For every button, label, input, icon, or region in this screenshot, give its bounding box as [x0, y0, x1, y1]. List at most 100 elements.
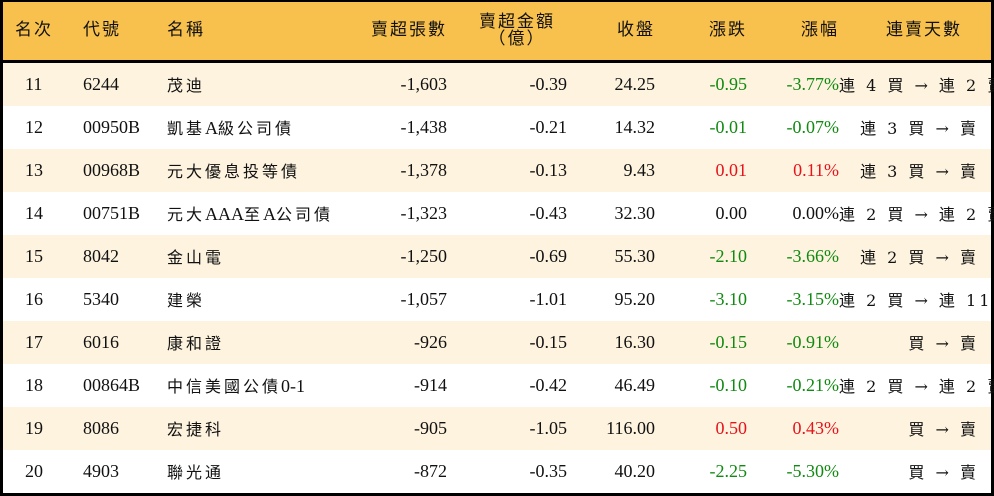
cell-close: 46.49 [614, 374, 656, 395]
cell-net-sell-lots: -1,438 [400, 116, 448, 137]
cell-net-sell-amount: -0.15 [529, 331, 568, 352]
cell-close: 24.25 [614, 73, 656, 94]
header-row: 名次 代號 名稱 賣超張數 賣超金額 （億） 收盤 漲跌 漲幅 連賣天數 [3, 2, 991, 61]
cell-rank: 16 [25, 288, 43, 309]
table-row: 16 5340 建榮 -1,057 -1.01 95.20 -3.10 -3.1… [3, 277, 994, 321]
header-close: 收盤 [617, 20, 655, 41]
cell-change-pct: -0.21% [786, 374, 840, 395]
cell-change: 0.01 [715, 159, 748, 180]
net-sell-ranking-table: 名次 代號 名稱 賣超張數 賣超金額 （億） 收盤 漲跌 漲幅 連賣天數 11 … [3, 2, 994, 493]
table-row: 18 00864B 中信美國公債0-1 -914 -0.42 46.49 -0.… [3, 363, 994, 407]
cell-change: -2.10 [709, 245, 748, 266]
cell-rank: 14 [25, 202, 43, 223]
cell-net-sell-amount: -0.21 [529, 116, 568, 137]
cell-net-sell-amount: -0.13 [529, 159, 568, 180]
cell-code: 00864B [83, 374, 141, 395]
table-body: 11 6244 茂迪 -1,603 -0.39 24.25 -0.95 -3.7… [3, 61, 994, 493]
table-row: 20 4903 聯光通 -872 -0.35 40.20 -2.25 -5.30… [3, 449, 991, 493]
cell-code: 00950B [83, 116, 141, 137]
cell-name: 聯光通 [167, 463, 225, 482]
header-net-sell-amount-line1: 賣超金額 [479, 11, 555, 32]
cell-net-sell-amount: -0.42 [529, 374, 568, 395]
cell-change: -2.25 [709, 460, 748, 481]
cell-code: 4903 [83, 460, 119, 481]
header-name: 名稱 [167, 20, 205, 41]
header-change: 漲跌 [709, 20, 747, 41]
cell-change: 0.50 [715, 417, 748, 438]
header-rank: 名次 [15, 20, 53, 41]
cell-name: 中信美國公債0-1 [167, 376, 306, 396]
cell-net-sell-lots: -1,323 [400, 202, 448, 223]
cell-change-pct: -3.15% [786, 288, 840, 309]
cell-change: -3.10 [709, 288, 748, 309]
cell-close: 14.32 [614, 116, 656, 137]
cell-net-sell-amount: -0.43 [529, 202, 568, 223]
table-row: 15 8042 金山電 -1,250 -0.69 55.30 -2.10 -3.… [3, 234, 991, 278]
cell-code: 6244 [83, 73, 119, 94]
cell-change-pct: 0.00% [792, 202, 840, 223]
cell-change-pct: -3.66% [786, 245, 840, 266]
cell-streak: 連 2 買 → 賣 [860, 248, 979, 267]
cell-name: 元大AAA至A公司債 [167, 204, 334, 224]
cell-rank: 20 [25, 460, 43, 481]
cell-change-pct: 0.11% [793, 159, 839, 180]
cell-streak: 買 → 賣 [908, 334, 979, 353]
cell-change: -0.01 [709, 116, 748, 137]
cell-name: 凱基A級公司債 [167, 118, 295, 138]
cell-name: 茂迪 [167, 76, 206, 95]
cell-net-sell-amount: -1.01 [529, 288, 568, 309]
cell-change: -0.15 [709, 331, 748, 352]
cell-net-sell-amount: -0.35 [529, 460, 568, 481]
cell-rank: 15 [25, 245, 43, 266]
table-row: 13 00968B 元大優息投等債 -1,378 -0.13 9.43 0.01… [3, 148, 991, 192]
cell-rank: 11 [25, 73, 43, 94]
cell-rank: 17 [25, 331, 43, 352]
table-row: 11 6244 茂迪 -1,603 -0.39 24.25 -0.95 -3.7… [3, 61, 994, 106]
cell-change: 0.00 [715, 202, 748, 223]
header-net-sell-amount: 賣超金額 （億） [447, 2, 567, 61]
cell-name: 金山電 [167, 248, 225, 267]
table-header: 名次 代號 名稱 賣超張數 賣超金額 （億） 收盤 漲跌 漲幅 連賣天數 [3, 2, 991, 61]
cell-net-sell-lots: -1,250 [400, 245, 448, 266]
header-code: 代號 [83, 20, 121, 41]
cell-rank: 12 [25, 116, 43, 137]
cell-streak: 連 2 買 → 連 2 賣 [839, 377, 994, 396]
cell-code: 8086 [83, 417, 119, 438]
cell-name: 元大優息投等債 [167, 162, 301, 181]
cell-name: 建榮 [167, 291, 206, 310]
cell-rank: 19 [25, 417, 43, 438]
cell-streak: 連 3 買 → 賣 [860, 119, 979, 138]
cell-change-pct: -3.77% [786, 73, 840, 94]
cell-code: 8042 [83, 245, 119, 266]
table-row: 19 8086 宏捷科 -905 -1.05 116.00 0.50 0.43%… [3, 406, 991, 450]
table-row: 14 00751B 元大AAA至A公司債 -1,323 -0.43 32.30 … [3, 191, 994, 235]
cell-net-sell-lots: -914 [414, 374, 447, 395]
header-net-sell-lots: 賣超張數 [371, 20, 447, 41]
cell-net-sell-lots: -1,057 [400, 288, 448, 309]
cell-change-pct: -0.91% [786, 331, 840, 352]
cell-code: 00751B [83, 202, 141, 223]
cell-name: 宏捷科 [167, 420, 225, 439]
cell-change-pct: -0.07% [786, 116, 840, 137]
cell-net-sell-amount: -0.39 [529, 73, 568, 94]
cell-net-sell-lots: -926 [414, 331, 447, 352]
cell-net-sell-lots: -1,378 [400, 159, 448, 180]
cell-change-pct: -5.30% [786, 460, 840, 481]
cell-name: 康和證 [167, 334, 225, 353]
header-net-sell-amount-line2: （億） [488, 28, 546, 49]
cell-streak: 買 → 賣 [908, 420, 979, 439]
cell-close: 9.43 [623, 159, 656, 180]
cell-rank: 13 [25, 159, 43, 180]
cell-code: 00968B [83, 159, 141, 180]
cell-net-sell-amount: -1.05 [529, 417, 568, 438]
cell-net-sell-lots: -872 [414, 460, 447, 481]
cell-rank: 18 [25, 374, 43, 395]
cell-streak: 買 → 賣 [908, 463, 979, 482]
table-row: 17 6016 康和證 -926 -0.15 16.30 -0.15 -0.91… [3, 320, 991, 364]
cell-close: 95.20 [614, 288, 656, 309]
cell-close: 40.20 [614, 460, 656, 481]
cell-close: 16.30 [614, 331, 656, 352]
cell-change: -0.95 [709, 73, 748, 94]
cell-streak: 連 4 買 → 連 2 賣 [839, 76, 994, 95]
